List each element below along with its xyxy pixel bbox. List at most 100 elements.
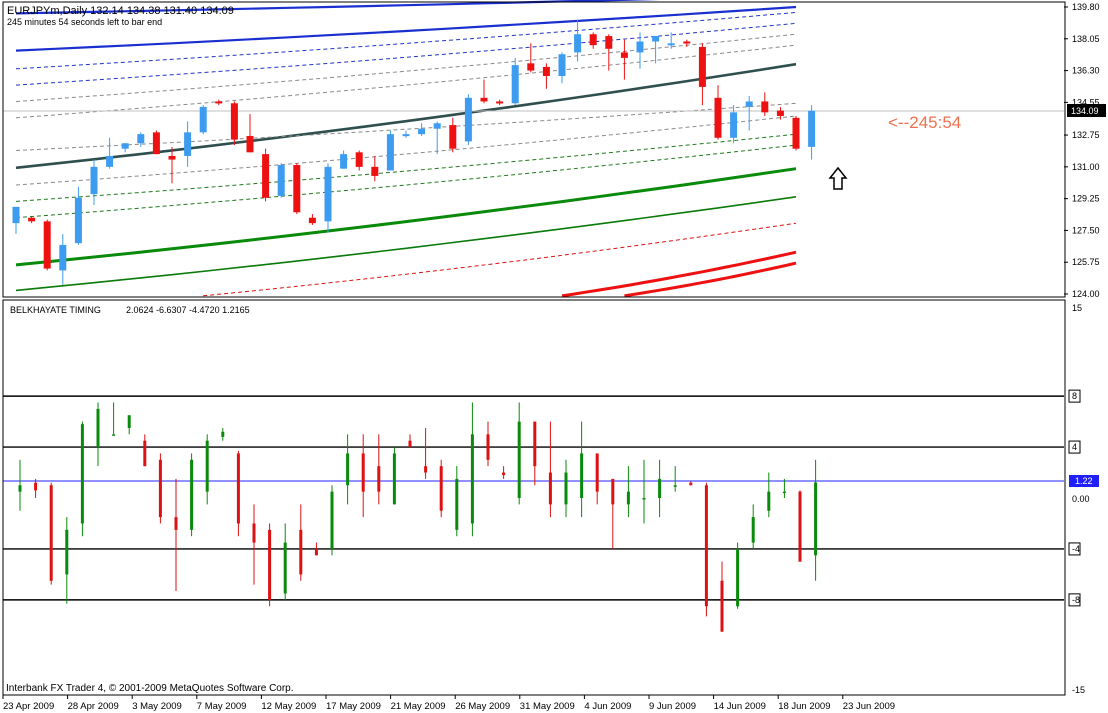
candle-body (636, 41, 644, 53)
candle-body (340, 154, 348, 169)
candle (90, 159, 98, 205)
candle (620, 39, 628, 80)
indicator-bar (751, 504, 755, 549)
candle (262, 148, 270, 202)
indicator-bar (502, 466, 506, 479)
candle (340, 150, 348, 169)
level-tag: 8 (1072, 391, 1077, 401)
candle (121, 143, 129, 153)
indicator-bar (720, 561, 724, 632)
band-line (561, 250, 797, 298)
time-tick-label: 14 Jun 2009 (714, 701, 766, 712)
band-line (624, 261, 797, 298)
indicator-bar-body (455, 478, 459, 530)
indicator-bar-body (65, 529, 69, 575)
indicator-bar (408, 434, 412, 448)
indicator-pane[interactable]: BELKHAYATE TIMING 2.0624 -6.6307 -4.4720… (2, 299, 1099, 696)
candle (449, 117, 457, 153)
indicator-bar-body (673, 485, 677, 487)
indicator-bar-body (580, 453, 584, 498)
symbol-info: EURJPYm,Daily 132.14 134.38 131.40 134.0… (7, 5, 234, 17)
price-tick-label: 139.80 (1072, 2, 1100, 12)
candle-body (496, 101, 504, 104)
band-line (15, 22, 797, 86)
candle-body (74, 197, 82, 244)
candle-body (106, 155, 114, 167)
level-tag-box (1068, 389, 1081, 403)
price-tick-label: 125.75 (1072, 257, 1100, 267)
candle (745, 96, 753, 131)
candle-body (698, 46, 706, 87)
indicator-bar (580, 421, 584, 518)
price-tick-label: 136.30 (1072, 66, 1100, 76)
candle-body (293, 165, 301, 213)
level-tag: -8 (1072, 595, 1080, 605)
indicator-bar-body (112, 434, 116, 436)
indicator-bars (18, 402, 818, 632)
candle-body (308, 217, 316, 224)
indicator-bar-body (611, 478, 615, 505)
indicator-bar (377, 434, 381, 505)
candle-body (262, 154, 270, 198)
indicator-bar (80, 421, 84, 537)
indicator-bar (392, 447, 396, 505)
candle-body (418, 128, 426, 135)
indicator-bar (96, 402, 100, 467)
candle (184, 121, 192, 167)
candle (371, 155, 379, 182)
indicator-bar-body (361, 453, 365, 492)
price-tick-label: 134.55 (1072, 97, 1100, 107)
band-line (15, 5, 797, 52)
candle (386, 130, 394, 171)
indicator-bar-body (736, 548, 740, 607)
candle (558, 52, 566, 84)
candle-body (620, 52, 628, 58)
price-tick-label: 131.00 (1072, 162, 1100, 172)
indicator-bar-body (751, 517, 755, 543)
price-tick-label: 138.05 (1072, 34, 1100, 44)
indicator-bar (65, 517, 69, 604)
candle-body (199, 106, 207, 133)
indicator-bar-body (548, 472, 552, 505)
indicator-bar (642, 459, 646, 524)
candle-body (527, 63, 535, 71)
indicator-bar (330, 485, 334, 556)
indicator-bar-body (704, 485, 708, 607)
price-pane[interactable]: <--245:54 EURJPYm,Daily 132.14 134.38 13… (2, 0, 1106, 299)
indicator-bar (533, 421, 537, 486)
candle (355, 150, 363, 171)
candle-body (683, 41, 691, 44)
indicator-bar (704, 482, 708, 617)
indicator-bar (346, 434, 350, 505)
indicator-bar (767, 472, 771, 518)
indicator-levels (3, 395, 1064, 601)
indicator-bar (611, 478, 615, 549)
indicator-bar (470, 402, 474, 537)
indicator-bar (361, 434, 365, 518)
candle (636, 32, 644, 69)
indicator-bar-body (408, 440, 412, 448)
candle-body (574, 34, 582, 53)
price-pane-border (2, 1, 1066, 298)
indicator-bar (517, 402, 521, 505)
candle-body (324, 166, 332, 222)
indicator-bar (18, 459, 22, 511)
indicator-tick-label: -15 (1072, 685, 1085, 695)
copyright-text: Interbank FX Trader 4, © 2001-2009 MetaQ… (6, 683, 294, 694)
indicator-bar (782, 478, 786, 498)
candle-body (28, 217, 36, 222)
time-tick-label: 12 May 2009 (261, 701, 316, 712)
indicator-bar (658, 459, 662, 518)
candle (527, 43, 535, 73)
indicator-bar-body (252, 523, 256, 543)
candle-body (277, 165, 285, 196)
indicator-bar-body (377, 466, 381, 492)
current-price-tag: 134.09 (1071, 106, 1099, 116)
indicator-bar-body (330, 491, 334, 549)
indicator-bar-body (174, 517, 178, 530)
up-arrow-icon (828, 166, 848, 190)
indicator-bar (673, 466, 677, 492)
price-tick-label: 129.25 (1072, 194, 1100, 204)
